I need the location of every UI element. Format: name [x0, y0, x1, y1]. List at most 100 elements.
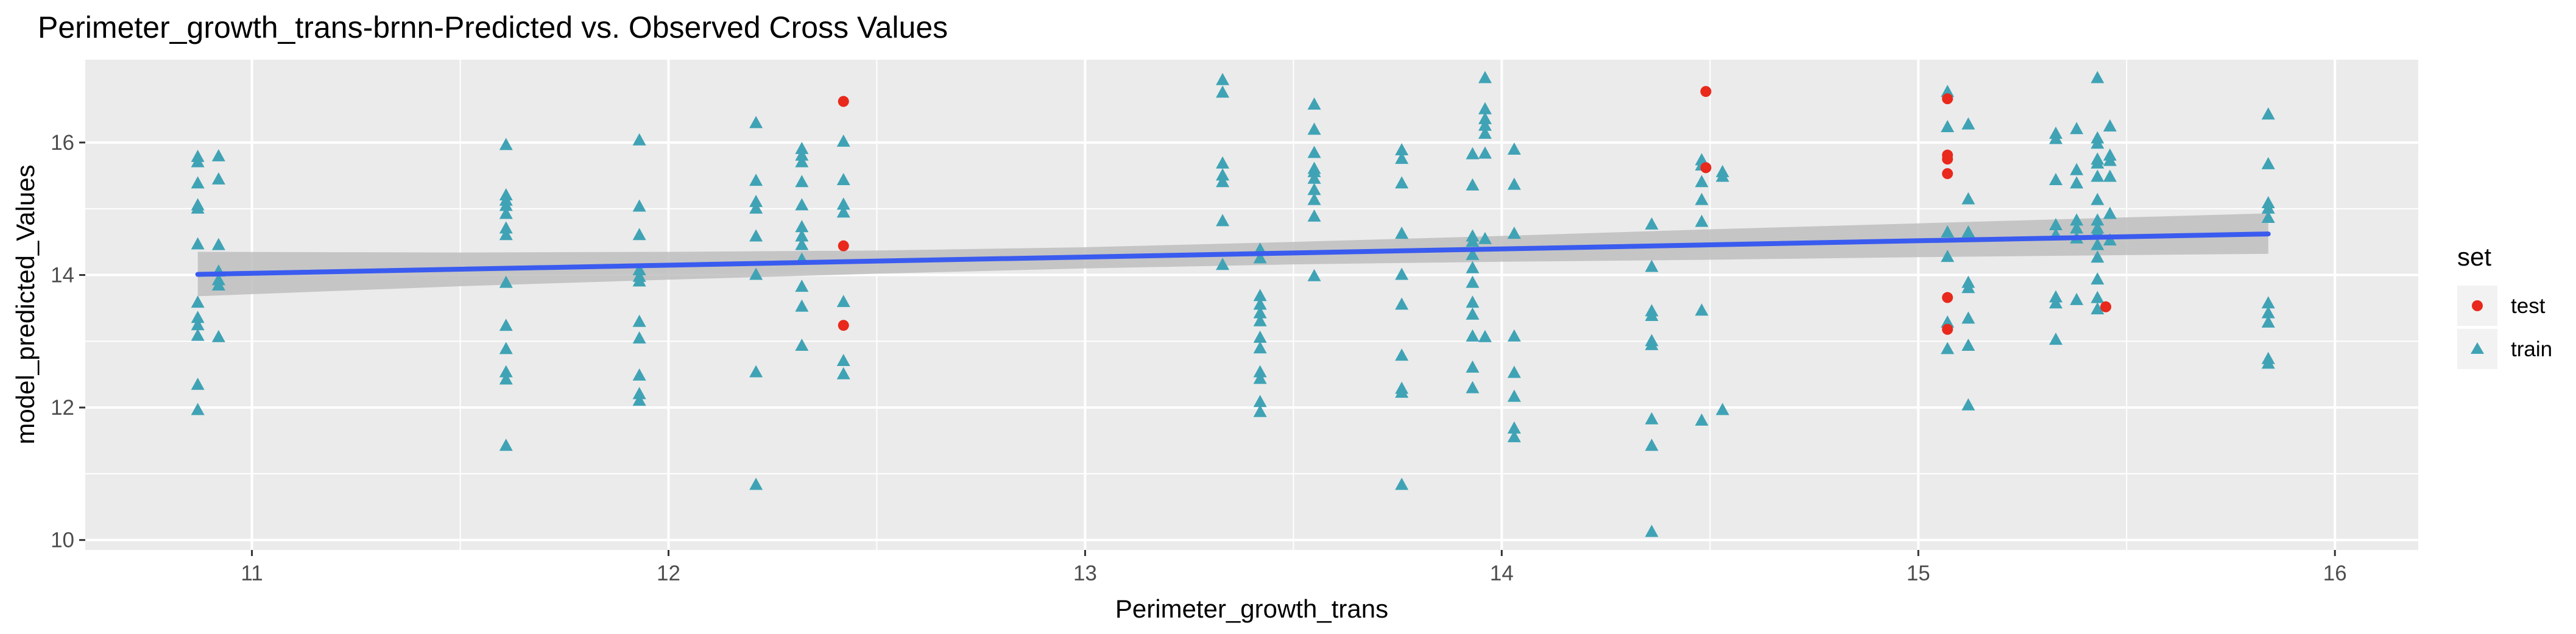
- train-point: [749, 194, 763, 207]
- train-point: [211, 149, 225, 161]
- train-point: [795, 229, 809, 242]
- x-tick-label: 16: [2323, 562, 2347, 585]
- train-point: [1941, 315, 1955, 328]
- train-point: [1645, 524, 1659, 537]
- plot-panel: [85, 60, 2418, 550]
- train-point: [2048, 296, 2063, 309]
- train-point: [2091, 192, 2105, 205]
- train-point: [1961, 192, 1975, 205]
- train-point: [1216, 175, 1230, 188]
- train-point: [1395, 297, 1409, 310]
- train-point: [795, 198, 809, 211]
- train-point: [1941, 225, 1955, 238]
- train-point: [1216, 85, 1230, 98]
- train-point: [1395, 152, 1409, 164]
- train-point: [1395, 267, 1409, 280]
- train-point: [1466, 329, 1480, 342]
- train-point: [1466, 247, 1480, 260]
- x-tick-label: 11: [241, 562, 263, 585]
- train-point: [191, 403, 205, 415]
- train-point: [2091, 71, 2105, 83]
- x-tick-label: 14: [1490, 562, 1514, 585]
- train-point: [749, 477, 763, 490]
- train-point: [1216, 168, 1230, 181]
- train-point: [211, 278, 225, 291]
- test-point: [1700, 86, 1712, 97]
- train-point: [191, 201, 205, 214]
- train-point: [2103, 153, 2117, 166]
- train-point: [2091, 250, 2105, 263]
- y-axis-title: model_predicted_Values: [11, 164, 40, 444]
- train-point: [1961, 398, 1975, 410]
- train-point: [1395, 143, 1409, 156]
- train-point: [2261, 306, 2275, 319]
- train-point: [1941, 250, 1955, 262]
- test-point: [1942, 93, 1953, 105]
- train-point: [2070, 213, 2084, 226]
- train-point: [1466, 178, 1480, 191]
- legend-train-marker: [2471, 342, 2484, 354]
- train-point: [836, 353, 850, 366]
- train-point: [1307, 122, 1321, 135]
- train-point: [499, 138, 513, 150]
- train-point: [2103, 119, 2117, 132]
- train-point: [836, 197, 850, 210]
- y-tick-label: 10: [51, 529, 74, 552]
- train-point: [1253, 365, 1267, 378]
- train-point: [1961, 281, 1975, 294]
- x-axis-title: Perimeter_growth_trans: [1115, 594, 1388, 623]
- train-point: [1307, 146, 1321, 158]
- train-points: [191, 71, 2275, 537]
- train-point: [191, 378, 205, 390]
- train-point: [1961, 311, 1975, 324]
- train-point: [2091, 272, 2105, 285]
- train-point: [1715, 169, 1729, 182]
- train-point: [749, 365, 763, 378]
- chart-title: Perimeter_growth_trans-brnn-Predicted vs…: [38, 10, 948, 44]
- train-point: [1507, 329, 1521, 342]
- train-point: [499, 206, 513, 219]
- train-point: [499, 199, 513, 211]
- train-point: [795, 155, 809, 167]
- train-point: [1307, 192, 1321, 205]
- train-point: [2048, 172, 2063, 185]
- train-point: [749, 267, 763, 280]
- train-point: [1478, 102, 1492, 114]
- train-point: [211, 238, 225, 250]
- train-point: [1216, 72, 1230, 85]
- train-point: [1507, 227, 1521, 239]
- train-point: [191, 328, 205, 341]
- train-point: [1253, 395, 1267, 407]
- train-point: [1253, 341, 1267, 354]
- train-point: [1645, 439, 1659, 451]
- train-point: [1961, 338, 1975, 351]
- train-point: [2261, 356, 2275, 369]
- test-point: [838, 320, 849, 331]
- legend-title: set: [2457, 242, 2491, 271]
- train-point: [2261, 107, 2275, 120]
- train-point: [499, 439, 513, 451]
- y-tick-label: 16: [51, 131, 74, 155]
- train-point: [191, 311, 205, 323]
- train-point: [1395, 477, 1409, 490]
- train-point: [2261, 201, 2275, 214]
- train-point: [499, 365, 513, 378]
- train-point: [1253, 297, 1267, 310]
- train-point: [1645, 308, 1659, 321]
- train-point: [836, 134, 850, 147]
- train-point: [1253, 306, 1267, 319]
- train-point: [2261, 315, 2275, 328]
- train-point: [1395, 386, 1409, 398]
- train-point: [1307, 183, 1321, 195]
- train-point: [191, 237, 205, 250]
- train-point: [1307, 209, 1321, 222]
- train-point: [2261, 210, 2275, 223]
- train-point: [1961, 225, 1975, 238]
- train-point: [2261, 296, 2275, 309]
- train-point: [749, 229, 763, 242]
- train-point: [1307, 164, 1321, 177]
- train-point: [1395, 176, 1409, 189]
- train-point: [2261, 157, 2275, 169]
- train-point: [795, 280, 809, 292]
- train-point: [499, 228, 513, 241]
